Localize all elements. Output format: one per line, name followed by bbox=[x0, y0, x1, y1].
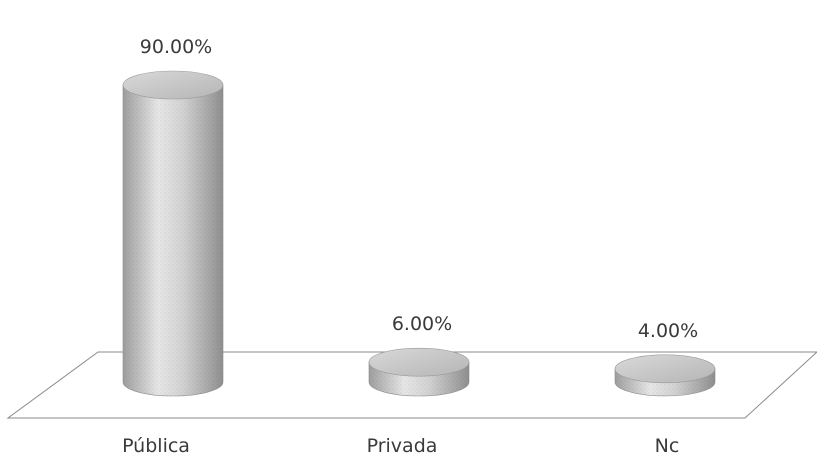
bar-cap bbox=[368, 347, 470, 377]
bar-2 bbox=[368, 347, 470, 397]
data-label-3: 4.00% bbox=[638, 320, 698, 342]
chart-floor bbox=[6, 351, 817, 419]
data-label-2: 6.00% bbox=[392, 313, 452, 335]
category-label-1: Pública bbox=[122, 435, 190, 457]
bar-1 bbox=[122, 70, 224, 397]
bar-cap bbox=[122, 70, 224, 100]
bar-texture bbox=[123, 85, 223, 396]
labels-layer: 90.00% Pública 6.00% Privada 4.00% Nc bbox=[122, 36, 698, 457]
category-label-3: Nc bbox=[655, 435, 680, 457]
bar-cap bbox=[614, 354, 716, 384]
category-label-2: Privada bbox=[367, 435, 438, 457]
bar-3 bbox=[614, 354, 716, 397]
data-label-1: 90.00% bbox=[140, 36, 212, 58]
bars-layer bbox=[122, 70, 716, 397]
